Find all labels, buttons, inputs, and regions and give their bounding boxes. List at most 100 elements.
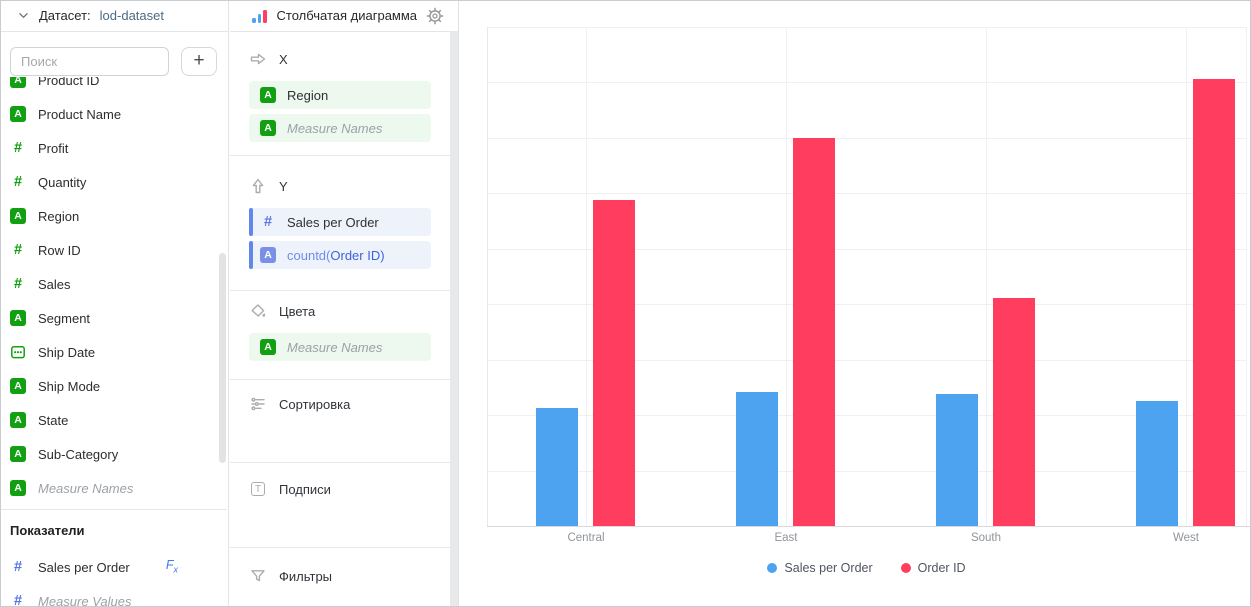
field-item[interactable]: # Sales per Order Fx: [0, 550, 227, 584]
bar-sales-per-order[interactable]: [736, 392, 778, 526]
legend-label: Sales per Order: [784, 561, 873, 575]
section-label: Фильтры: [279, 568, 333, 584]
section-label: Сортировка: [279, 396, 351, 412]
legend-dot-icon: [767, 563, 778, 573]
gridline-horizontal: [487, 248, 1246, 250]
search-input[interactable]: [10, 47, 169, 76]
fields-scrollbar-thumb[interactable]: [219, 253, 226, 463]
labels-icon: T: [249, 480, 267, 498]
dataset-panel: Датасет: lod-dataset + A Product ID A Pr…: [0, 0, 229, 607]
bar-sales-per-order[interactable]: [936, 394, 978, 526]
field-item[interactable]: A Region: [0, 199, 227, 233]
field-item[interactable]: # Quantity: [0, 165, 227, 199]
x-axis-category-label: West: [1173, 532, 1199, 544]
add-field-button[interactable]: +: [181, 47, 217, 76]
bar-order-id[interactable]: [793, 138, 835, 526]
field-item[interactable]: A Product Name: [0, 97, 227, 131]
field-item[interactable]: A Sub-Category: [0, 437, 227, 471]
number-field-icon: #: [13, 242, 23, 258]
config-section-filter: Фильтры: [230, 547, 458, 607]
gridline-horizontal: [487, 193, 1246, 195]
config-section-paint: Цвета A Measure Names: [230, 290, 458, 379]
dataset-name-link[interactable]: lod-dataset: [99, 8, 164, 23]
y-axis-line: [487, 27, 488, 526]
legend-dot-icon: [900, 563, 911, 573]
gridline-vertical: [1246, 27, 1247, 526]
bar-order-id[interactable]: [993, 298, 1035, 526]
divider: [0, 509, 227, 510]
gridline-horizontal: [487, 137, 1246, 139]
field-item[interactable]: # Measure Values: [0, 584, 227, 607]
bar-sales-per-order[interactable]: [536, 408, 578, 526]
config-section-arrow-up: Y # Sales per Order A countd(Order ID): [230, 155, 458, 290]
string-field-icon: A: [260, 87, 276, 103]
bar-order-id[interactable]: [1193, 79, 1235, 526]
field-item[interactable]: # Profit: [0, 131, 227, 165]
field-item[interactable]: A Measure Names: [0, 471, 227, 505]
string-field-icon: A: [10, 310, 26, 326]
field-item[interactable]: A Ship Mode: [0, 369, 227, 403]
config-section-sort: Сортировка: [230, 379, 458, 462]
config-panel: Столбчатая диаграмма X A Region A Measur…: [230, 0, 459, 607]
string-field-icon: A: [10, 208, 26, 224]
measures-header: Показатели: [10, 523, 85, 538]
section-label: Y: [279, 178, 288, 194]
string-field-icon: A: [260, 120, 276, 136]
chevron-down-icon[interactable]: [17, 9, 30, 22]
gridline-vertical: [1186, 27, 1187, 526]
field-item[interactable]: A State: [0, 403, 227, 437]
dataset-label: Датасет:: [39, 8, 91, 23]
gridline-horizontal: [487, 27, 1246, 28]
field-chip[interactable]: A Measure Names: [249, 114, 431, 142]
bar-chart-type-icon: [252, 9, 267, 23]
fields-list: A Product ID A Product Name # Profit # Q…: [0, 31, 227, 607]
x-axis-category-label: Central: [567, 532, 605, 544]
gear-icon[interactable]: [426, 7, 444, 25]
string-field-icon: A: [10, 106, 26, 122]
filter-icon: [249, 567, 267, 585]
string-field-icon: A: [10, 446, 26, 462]
section-label: Подписи: [279, 481, 331, 497]
formula-icon: Fx: [165, 558, 178, 575]
arrow-up-icon: [249, 177, 267, 195]
number-field-icon: #: [13, 276, 23, 292]
field-chip[interactable]: A countd(Order ID): [249, 241, 431, 269]
config-section-labels: T Подписи: [230, 462, 458, 547]
gridline-horizontal: [487, 415, 1246, 417]
measure-field-icon: #: [263, 214, 273, 230]
field-chip[interactable]: A Region: [249, 81, 431, 109]
number-field-icon: #: [13, 174, 23, 190]
arrow-right-icon: [249, 50, 267, 68]
field-item[interactable]: # Sales: [0, 267, 227, 301]
legend-item[interactable]: Order ID: [900, 561, 966, 575]
bar-sales-per-order[interactable]: [1136, 401, 1178, 526]
chart-type-title: Столбчатая диаграмма: [276, 8, 418, 23]
legend-item[interactable]: Sales per Order: [767, 561, 873, 575]
measure-field-icon: #: [13, 559, 23, 575]
field-item[interactable]: # Row ID: [0, 233, 227, 267]
date-field-icon: [10, 344, 26, 360]
x-axis-category-label: South: [970, 532, 1002, 544]
sort-icon: [249, 395, 267, 413]
number-field-icon: #: [13, 140, 23, 156]
field-chip[interactable]: # Sales per Order: [249, 208, 431, 236]
x-axis-category-label: East: [774, 532, 798, 544]
gridline-horizontal: [487, 470, 1246, 472]
field-item[interactable]: A Segment: [0, 301, 227, 335]
config-header: Столбчатая диаграмма: [230, 0, 458, 32]
gridline-horizontal: [487, 359, 1246, 361]
field-item[interactable]: Ship Date: [0, 335, 227, 369]
dataset-header[interactable]: Датасет: lod-dataset: [0, 0, 228, 32]
legend-label: Order ID: [917, 561, 966, 575]
search-row: +: [0, 31, 228, 77]
field-chip[interactable]: A Measure Names: [249, 333, 431, 361]
section-label: X: [279, 51, 288, 67]
measure-field-icon: #: [13, 593, 23, 607]
string-field-icon: A: [10, 480, 26, 496]
config-scrollbar[interactable]: [450, 31, 458, 607]
config-sections: X A Region A Measure Names Y # Sales per…: [230, 31, 458, 607]
string-field-icon: A: [10, 378, 26, 394]
chart-area: Central East South West Sales per Order Order…: [460, 0, 1251, 607]
bar-order-id[interactable]: [593, 200, 635, 526]
